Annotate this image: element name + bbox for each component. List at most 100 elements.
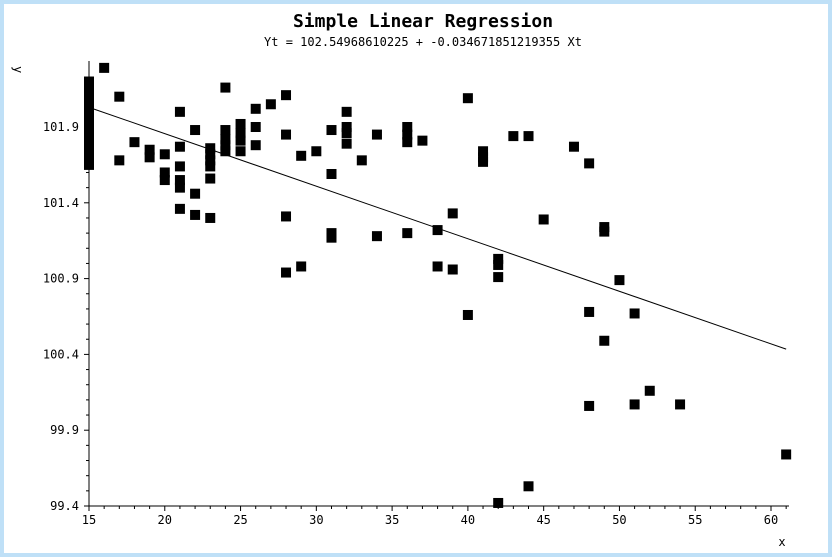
data-point <box>629 308 640 319</box>
data-point <box>190 125 201 136</box>
data-point <box>250 103 261 114</box>
data-point <box>432 225 443 236</box>
y-tick-label: 99.4 <box>50 499 79 513</box>
data-point <box>644 385 655 396</box>
data-point <box>84 144 94 155</box>
data-point <box>174 161 185 172</box>
data-point <box>356 155 367 166</box>
y-axis-label: y <box>11 66 25 73</box>
data-point <box>220 140 231 151</box>
data-point <box>129 137 140 148</box>
x-tick-label: 60 <box>764 513 778 527</box>
data-point <box>402 129 413 140</box>
data-point <box>159 175 170 186</box>
data-point <box>114 91 125 102</box>
data-point <box>341 122 352 132</box>
data-point <box>478 146 489 157</box>
data-point <box>311 146 322 157</box>
chart-subtitle: Yt = 102.54968610225 + -0.03467185121935… <box>264 35 582 49</box>
data-point <box>371 231 382 242</box>
y-tick-label: 100.9 <box>43 272 79 286</box>
data-point <box>84 152 94 163</box>
data-points <box>84 62 792 508</box>
x-tick-label: 35 <box>385 513 399 527</box>
data-point <box>281 211 292 222</box>
y-tick-label: 100.4 <box>43 347 79 361</box>
data-point <box>402 137 413 148</box>
data-point <box>114 155 125 166</box>
data-point <box>190 188 201 199</box>
data-point <box>781 449 792 460</box>
x-tick-label: 25 <box>233 513 247 527</box>
data-point <box>462 309 473 320</box>
data-point <box>493 272 504 283</box>
data-point <box>159 149 170 160</box>
data-point <box>205 212 216 223</box>
data-point <box>614 275 625 286</box>
data-point <box>326 232 337 243</box>
data-point <box>493 497 504 508</box>
data-point <box>447 208 458 219</box>
data-point <box>281 267 292 278</box>
data-point <box>84 129 94 140</box>
regression-line <box>88 106 787 350</box>
x-tick-label: 30 <box>309 513 323 527</box>
data-point <box>281 129 292 140</box>
data-point <box>174 182 185 193</box>
chart-frame: Simple Linear Regression Yt = 102.549686… <box>4 4 828 553</box>
data-point <box>235 118 246 129</box>
data-point <box>341 128 352 139</box>
x-tick-label: 15 <box>82 513 96 527</box>
data-point <box>84 99 94 110</box>
data-point <box>174 106 185 117</box>
data-point <box>84 76 94 87</box>
data-point <box>417 135 428 146</box>
data-point <box>447 264 458 275</box>
data-point <box>220 134 231 145</box>
data-point <box>508 131 519 142</box>
data-point <box>326 168 337 179</box>
data-point <box>84 114 94 125</box>
data-point <box>493 259 504 270</box>
x-tick-label: 40 <box>461 513 475 527</box>
y-tick-label: 99.9 <box>50 423 79 437</box>
data-point <box>235 135 246 146</box>
x-tick-label: 55 <box>688 513 702 527</box>
data-point <box>432 261 443 272</box>
x-axis-label: x <box>778 535 785 549</box>
data-point <box>584 400 595 411</box>
regression-line-group <box>88 106 787 350</box>
data-point <box>190 209 201 220</box>
data-point <box>84 106 94 117</box>
data-point <box>174 203 185 214</box>
data-point <box>84 159 94 170</box>
data-point <box>341 138 352 149</box>
data-point <box>599 335 610 346</box>
data-point <box>205 173 216 184</box>
data-point <box>220 82 231 93</box>
data-point <box>402 228 413 239</box>
data-point <box>326 125 337 136</box>
data-point <box>99 62 110 73</box>
data-point <box>235 128 246 139</box>
data-point <box>296 261 307 272</box>
data-point <box>205 143 216 154</box>
y-tick-label: 101.9 <box>43 120 79 134</box>
data-point <box>478 156 489 167</box>
data-point <box>296 150 307 161</box>
data-point <box>493 253 504 264</box>
data-point <box>174 175 185 186</box>
data-point <box>341 106 352 117</box>
data-point <box>205 155 216 166</box>
data-point <box>250 122 261 132</box>
data-point <box>205 149 216 160</box>
data-point <box>159 167 170 178</box>
chart-title: Simple Linear Regression <box>293 11 553 32</box>
data-point <box>281 90 292 101</box>
data-point <box>371 129 382 140</box>
x-tick-label: 50 <box>612 513 626 527</box>
data-point <box>538 214 549 225</box>
data-point <box>84 91 94 102</box>
data-point <box>265 99 276 110</box>
axes: 15 20 25 30 35 40 45 50 55 60 99.4 99.9 100.4 100.9 10… <box>43 61 789 527</box>
